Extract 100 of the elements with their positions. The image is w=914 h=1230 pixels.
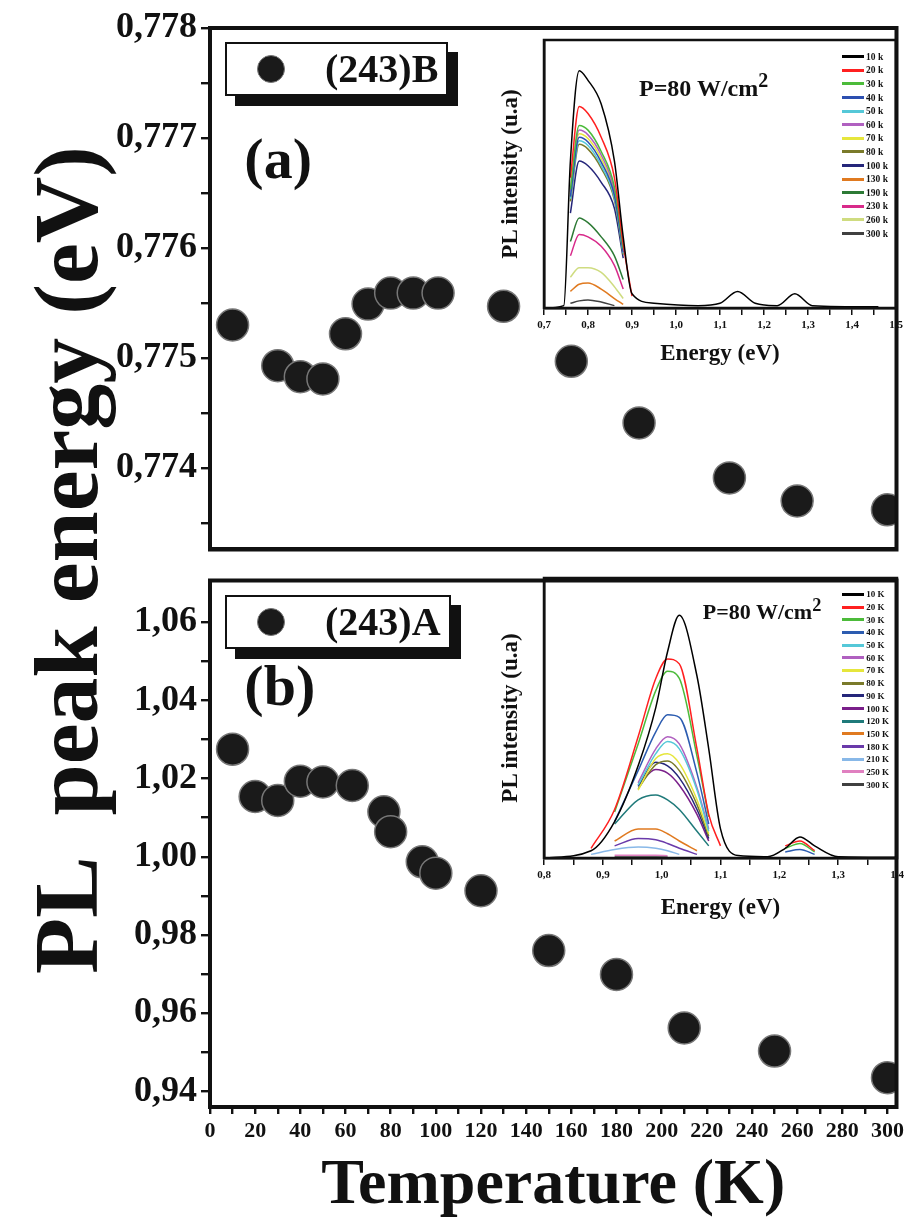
point bbox=[335, 768, 370, 803]
legend-label: 20 k bbox=[866, 65, 884, 76]
point bbox=[554, 344, 589, 379]
x-tick-label: 80 bbox=[379, 1116, 402, 1142]
y-tick-label: 0,774 bbox=[116, 445, 197, 486]
x-tick-label: 140 bbox=[509, 1116, 543, 1142]
point bbox=[667, 1011, 701, 1045]
y-axis-title: PL intensity (u.a) bbox=[496, 89, 522, 259]
x-tick-label: 120 bbox=[464, 1116, 498, 1142]
x-tick-label: 100 bbox=[419, 1116, 453, 1142]
x-tick-label: 0,8 bbox=[581, 318, 596, 331]
x-tick-label: 40 bbox=[289, 1116, 312, 1142]
point bbox=[599, 957, 634, 992]
legend-label: 70 k bbox=[866, 133, 884, 144]
x-axis-title: Temperature (K) bbox=[320, 1146, 787, 1217]
x-tick-label: 1,2 bbox=[757, 318, 772, 331]
y-tick-label: 0,94 bbox=[134, 1068, 197, 1109]
legend-label: 10 K bbox=[866, 589, 885, 600]
legend-label: 230 k bbox=[866, 201, 888, 212]
legend-label: 150 K bbox=[866, 728, 889, 739]
legend-label: 40 k bbox=[866, 92, 884, 103]
legend-label: 260 k bbox=[866, 214, 888, 225]
x-tick-label: 1,2 bbox=[772, 868, 787, 881]
x-tick-label: 60 bbox=[334, 1116, 357, 1142]
point bbox=[328, 317, 363, 351]
x-tick-label: 0,9 bbox=[595, 868, 611, 881]
legend-label: 40 K bbox=[866, 627, 885, 638]
point bbox=[464, 873, 498, 908]
annotation: P=80 W/cm$^{2}$ bbox=[639, 69, 769, 102]
point bbox=[531, 933, 566, 968]
legend-label: (243)B bbox=[325, 46, 439, 91]
legend-label: 210 K bbox=[866, 754, 889, 765]
point bbox=[712, 461, 747, 495]
x-tick-label: 20 bbox=[244, 1116, 267, 1142]
legend-label: 10 k bbox=[866, 51, 884, 62]
x-axis-title: Energy (eV) bbox=[660, 894, 781, 920]
x-tick-label: 1,0 bbox=[654, 868, 670, 881]
legend-label: 100 k bbox=[866, 160, 888, 171]
point bbox=[780, 484, 814, 518]
y-tick-label: 0,96 bbox=[134, 990, 197, 1031]
legend-label: 300 K bbox=[866, 779, 889, 790]
legend-label: 90 K bbox=[866, 690, 885, 701]
legend-label: 50 k bbox=[866, 106, 884, 117]
legend-label: 100 K bbox=[866, 703, 889, 714]
point bbox=[419, 856, 453, 890]
x-tick-label: 1,4 bbox=[845, 318, 860, 331]
point bbox=[757, 1034, 792, 1068]
x-tick-label: 240 bbox=[735, 1116, 769, 1142]
point bbox=[421, 276, 455, 310]
x-tick-label: 0,7 bbox=[537, 318, 552, 331]
x-tick-label: 1,1 bbox=[713, 318, 727, 331]
y-tick-label: 0,778 bbox=[116, 5, 197, 46]
y-tick-label: 1,02 bbox=[134, 755, 197, 796]
legend-label: 300 k bbox=[866, 228, 888, 239]
point bbox=[373, 814, 408, 849]
point bbox=[215, 308, 250, 342]
y-tick-label: 1,06 bbox=[134, 599, 197, 640]
legend-label: 50 K bbox=[866, 640, 885, 651]
legend-label: 180 K bbox=[866, 741, 889, 752]
legend-label: 30 k bbox=[866, 78, 884, 89]
annotation: (a) bbox=[244, 126, 312, 192]
y-tick-label: 0,776 bbox=[116, 225, 197, 266]
legend-label: 250 K bbox=[866, 766, 889, 777]
legend-label: 190 k bbox=[866, 187, 888, 198]
x-tick-label: 1,1 bbox=[713, 868, 728, 881]
legend-label: 30 K bbox=[866, 614, 885, 625]
y-axis-title: PL peak energy (eV) bbox=[15, 145, 117, 976]
point bbox=[215, 732, 250, 766]
x-tick-label: 0,9 bbox=[625, 318, 640, 331]
x-tick-label: 1,0 bbox=[669, 318, 684, 331]
legend-label: 120 K bbox=[866, 716, 889, 727]
x-tick-label: 200 bbox=[645, 1116, 679, 1142]
x-tick-label: 1,3 bbox=[831, 868, 846, 881]
x-tick-label: 0,8 bbox=[537, 868, 552, 881]
x-tick-label: 280 bbox=[825, 1116, 859, 1142]
x-tick-label: 160 bbox=[554, 1116, 588, 1142]
point bbox=[261, 783, 295, 818]
legend-label: 70 K bbox=[866, 665, 885, 676]
legend-label: (243)A bbox=[325, 598, 441, 644]
y-tick-label: 0,775 bbox=[116, 335, 197, 376]
x-tick-label: 180 bbox=[599, 1116, 633, 1142]
x-tick-label: 1,3 bbox=[801, 318, 816, 331]
x-tick-label: 300 bbox=[870, 1116, 904, 1142]
annotation: P=80 W/cm$^{2}$ bbox=[702, 594, 822, 625]
annotation: (b) bbox=[244, 653, 316, 719]
point bbox=[306, 765, 340, 799]
x-tick-label: 260 bbox=[780, 1116, 814, 1142]
legend-label: 60 K bbox=[866, 652, 885, 663]
y-tick-label: 1,04 bbox=[134, 677, 197, 718]
x-tick-label: 220 bbox=[690, 1116, 724, 1142]
y-tick-label: 0,98 bbox=[134, 912, 197, 953]
x-tick-label: 0 bbox=[204, 1116, 216, 1142]
y-tick-label: 0,777 bbox=[116, 115, 197, 156]
y-axis-title: PL intensity (u.a) bbox=[496, 633, 522, 803]
legend-label: 80 K bbox=[866, 678, 885, 689]
point bbox=[306, 362, 340, 396]
legend-label: 80 k bbox=[866, 146, 884, 157]
legend-label: 20 K bbox=[866, 602, 885, 613]
point bbox=[622, 406, 656, 440]
point bbox=[486, 289, 521, 324]
